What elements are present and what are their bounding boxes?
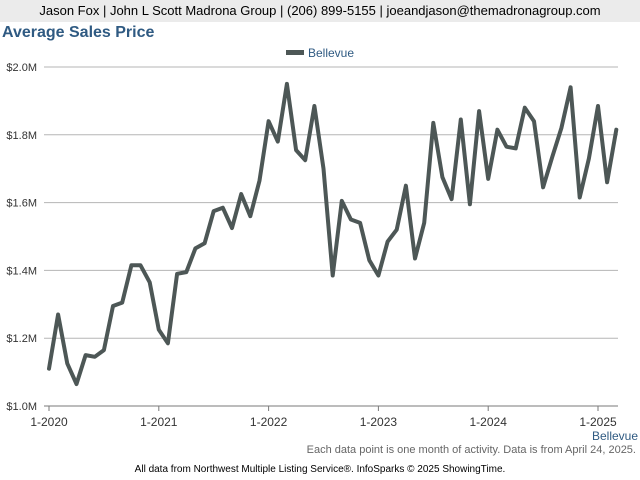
legend-label-bellevue[interactable]: Bellevue	[308, 46, 354, 60]
legend-swatch-bellevue	[286, 50, 304, 55]
series-line-bellevue[interactable]	[47, 81, 619, 386]
y-tick-label: $2.0M	[6, 62, 37, 74]
y-tick-label: $1.2M	[6, 333, 37, 345]
y-tick-label: $1.4M	[6, 265, 37, 277]
x-tick-label: 1-2024	[470, 415, 508, 429]
x-tick-label: 1-2025	[579, 415, 617, 429]
y-tick-label: $1.6M	[6, 198, 37, 210]
series-lines	[47, 81, 619, 386]
x-tick-label: 1-2022	[250, 415, 288, 429]
x-tick-label: 1-2021	[140, 415, 178, 429]
data-source: All data from Northwest Multiple Listing…	[134, 464, 506, 475]
y-tick-label: $1.8M	[6, 130, 37, 142]
legend: Bellevue	[286, 46, 354, 60]
axes: $1.0M $1.2M $1.4M $1.6M $1.8M $2.0M 1-2020 1-20…	[6, 62, 618, 429]
x-tick-label: 1-2023	[360, 415, 398, 429]
y-tick-label: $1.0M	[6, 401, 37, 413]
agent-header: Jason Fox | John L Scott Madrona Group |…	[0, 0, 640, 22]
data-footnote: Each data point is one month of activity…	[306, 444, 636, 456]
chart-title: Average Sales Price	[2, 24, 155, 41]
grid-lines	[44, 66, 618, 339]
x-axis-label: Bellevue	[592, 429, 638, 443]
x-tick-label: 1-2020	[30, 415, 68, 429]
